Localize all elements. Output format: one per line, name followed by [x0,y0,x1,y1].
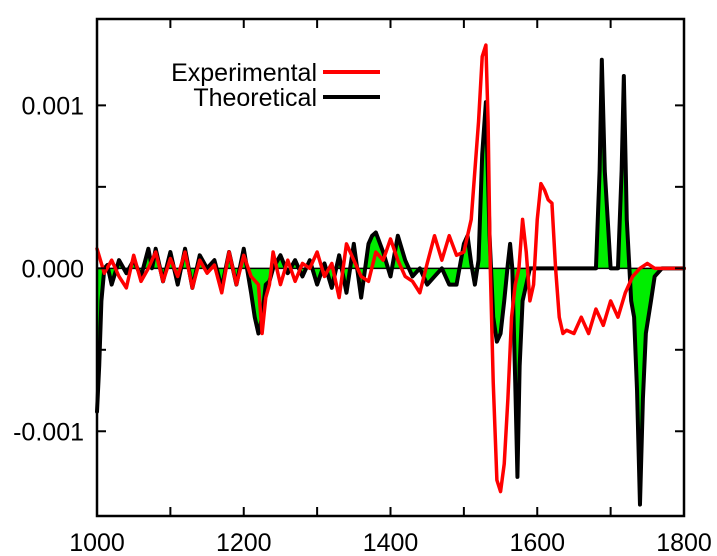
legend-label-experimental: Experimental [171,59,317,87]
series-line-experimental [95,43,686,494]
filled-components [97,59,684,505]
series-line-theoretical [95,57,686,507]
x-tick-label: 1800 [656,529,712,556]
x-tick-label: 1600 [509,529,565,556]
legend: Experimental Theoretical [171,59,380,112]
legend-label-theoretical: Theoretical [193,84,317,112]
theoretical-fill [97,59,684,505]
x-tick-label: 1200 [216,529,272,556]
axis-ticks: 1000 1200 1400 1600 1800 0.001 0.000 -0.001 [13,19,712,556]
y-tick-label: -0.001 [13,418,84,446]
x-tick-label: 1000 [69,529,125,556]
series-layer [95,43,686,507]
y-tick-label: 0.001 [21,92,84,120]
x-tick-label: 1400 [363,529,419,556]
y-tick-label: 0.000 [21,255,84,283]
